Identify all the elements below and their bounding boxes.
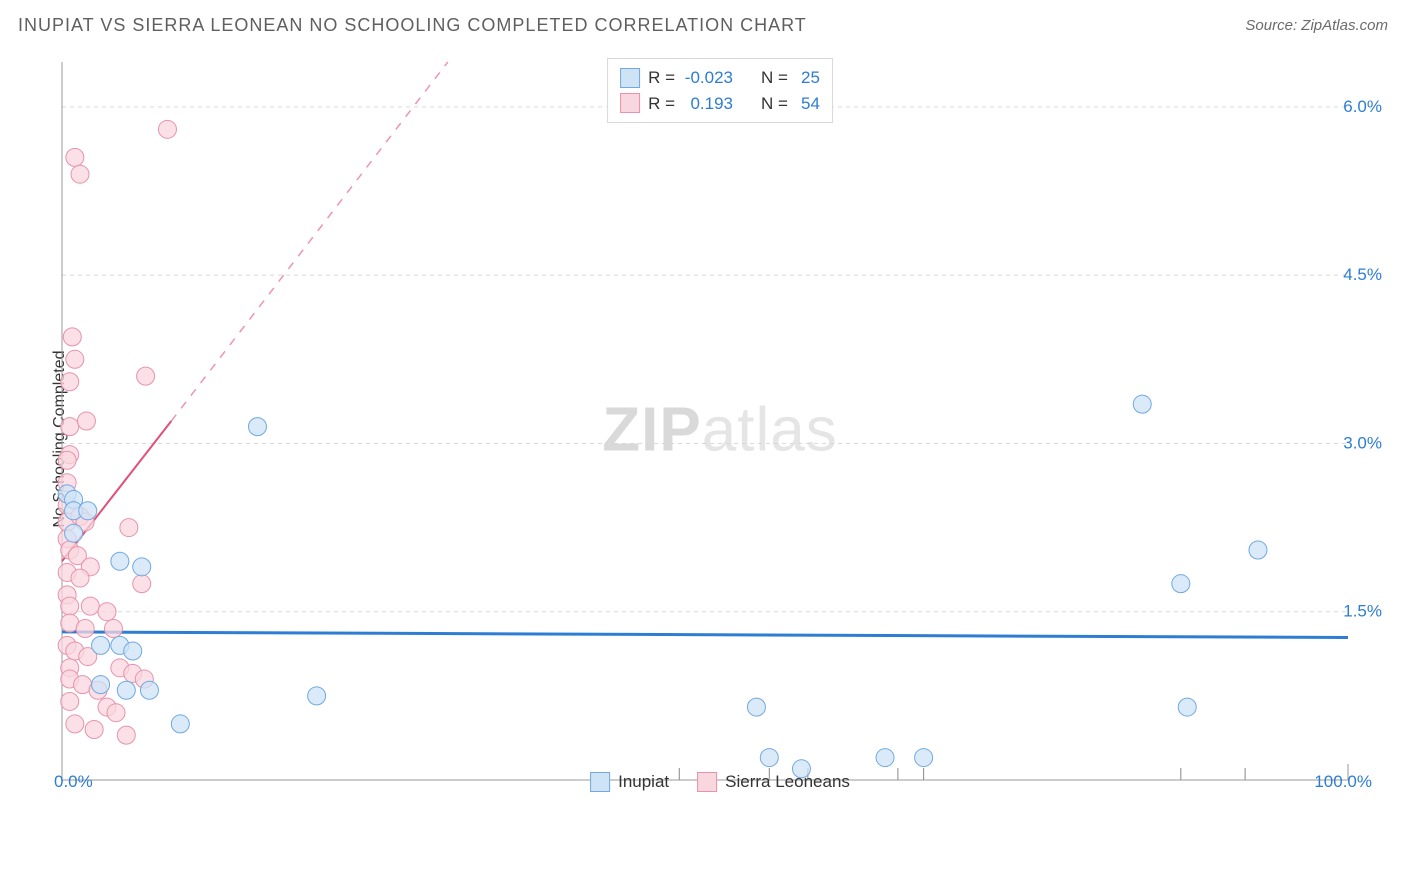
legend-item-b: Sierra Leoneans [697,772,850,792]
n-label: N = [761,91,788,117]
plot-area: ZIPatlas No Schooling Completed 1.5%3.0%… [50,50,1390,810]
series-legend: Inupiat Sierra Leoneans [590,772,850,792]
swatch-a-icon [590,772,610,792]
svg-text:1.5%: 1.5% [1343,602,1382,621]
legend-item-a: Inupiat [590,772,669,792]
legend-label-a: Inupiat [618,772,669,792]
source-attribution: Source: ZipAtlas.com [1245,17,1388,34]
stats-row-b: R = 0.193 N = 54 [620,91,820,117]
source-name: ZipAtlas.com [1301,17,1388,34]
swatch-b-icon [620,93,640,113]
r-value-b: 0.193 [683,91,733,117]
svg-text:4.5%: 4.5% [1343,265,1382,284]
swatch-b-icon [697,772,717,792]
n-label: N = [761,65,788,91]
stats-legend-box: R = -0.023 N = 25 R = 0.193 N = 54 [607,58,833,123]
x-axis-min-label: 0.0% [54,772,93,792]
svg-text:3.0%: 3.0% [1343,433,1382,452]
chart-title: INUPIAT VS SIERRA LEONEAN NO SCHOOLING C… [18,15,807,36]
r-label: R = [648,91,675,117]
svg-text:6.0%: 6.0% [1343,97,1382,116]
n-value-a: 25 [796,65,820,91]
source-prefix: Source: [1245,17,1301,34]
n-value-b: 54 [796,91,820,117]
legend-label-b: Sierra Leoneans [725,772,850,792]
r-label: R = [648,65,675,91]
r-value-a: -0.023 [683,65,733,91]
stats-row-a: R = -0.023 N = 25 [620,65,820,91]
swatch-a-icon [620,68,640,88]
scatter-chart: 1.5% 3.0% 4.5% 6.0% [50,50,1390,810]
x-axis-max-label: 100.0% [1314,772,1372,792]
